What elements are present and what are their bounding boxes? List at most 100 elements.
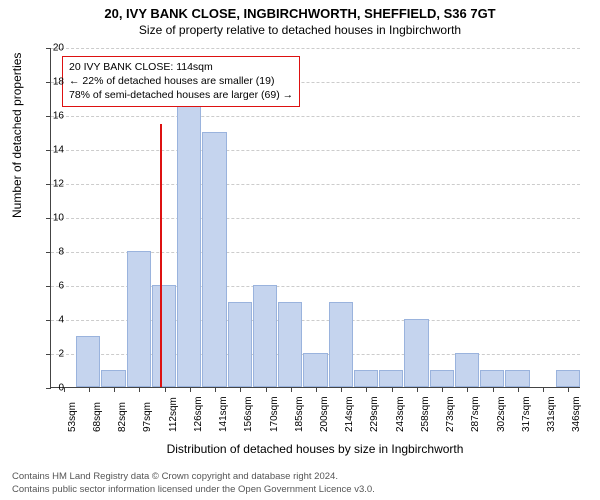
x-axis-label: Distribution of detached houses by size … xyxy=(50,442,580,456)
xtick-label: 53sqm xyxy=(67,402,78,432)
xtick-mark xyxy=(568,387,569,392)
attribution: Contains HM Land Registry data © Crown c… xyxy=(12,471,375,496)
page-subtitle: Size of property relative to detached ho… xyxy=(0,21,600,37)
infobox-line2: ← 22% of detached houses are smaller (19… xyxy=(69,74,293,88)
xtick-label: 112sqm xyxy=(168,397,179,432)
xtick-mark xyxy=(543,387,544,392)
bar xyxy=(253,285,277,387)
xtick-mark xyxy=(518,387,519,392)
bar xyxy=(455,353,479,387)
xtick-mark xyxy=(114,387,115,392)
ytick-label: 20 xyxy=(53,43,64,54)
bar xyxy=(303,353,327,387)
attribution-line1: Contains HM Land Registry data © Crown c… xyxy=(12,471,375,483)
xtick-mark xyxy=(316,387,317,392)
bar xyxy=(228,302,252,387)
bar xyxy=(430,370,454,387)
bar xyxy=(505,370,529,387)
xtick-label: 156sqm xyxy=(243,396,254,432)
attribution-line2: Contains public sector information licen… xyxy=(12,484,375,496)
ytick-mark xyxy=(46,48,51,49)
bar xyxy=(152,285,176,387)
xtick-mark xyxy=(417,387,418,392)
infobox-line3: 78% of semi-detached houses are larger (… xyxy=(69,88,293,102)
xtick-label: 68sqm xyxy=(92,402,103,432)
xtick-label: 243sqm xyxy=(395,396,406,432)
xtick-mark xyxy=(165,387,166,392)
xtick-label: 287sqm xyxy=(470,396,481,432)
histogram: 53sqm68sqm82sqm97sqm112sqm126sqm141sqm15… xyxy=(50,48,580,388)
bar xyxy=(76,336,100,387)
ytick-mark xyxy=(46,184,51,185)
bar xyxy=(354,370,378,387)
bar xyxy=(329,302,353,387)
xtick-mark xyxy=(240,387,241,392)
ytick-label: 4 xyxy=(58,315,64,326)
ytick-mark xyxy=(46,252,51,253)
xtick-mark xyxy=(493,387,494,392)
ytick-mark xyxy=(46,286,51,287)
xtick-label: 302sqm xyxy=(496,396,507,432)
bar xyxy=(177,98,201,387)
xtick-label: 126sqm xyxy=(193,396,204,432)
ytick-label: 0 xyxy=(58,383,64,394)
ytick-mark xyxy=(46,116,51,117)
xtick-mark xyxy=(341,387,342,392)
xtick-mark xyxy=(291,387,292,392)
xtick-label: 82sqm xyxy=(117,402,128,432)
xtick-mark xyxy=(139,387,140,392)
bar xyxy=(278,302,302,387)
gridline xyxy=(51,48,580,49)
y-axis-label: Number of detached properties xyxy=(10,53,24,218)
bar xyxy=(379,370,403,387)
xtick-label: 170sqm xyxy=(269,396,280,432)
xtick-mark xyxy=(266,387,267,392)
gridline xyxy=(51,150,580,151)
ytick-mark xyxy=(46,320,51,321)
page-title: 20, IVY BANK CLOSE, INGBIRCHWORTH, SHEFF… xyxy=(0,0,600,21)
xtick-label: 97sqm xyxy=(142,402,153,432)
bar xyxy=(556,370,580,387)
xtick-mark xyxy=(442,387,443,392)
ytick-label: 18 xyxy=(53,77,64,88)
ytick-label: 8 xyxy=(58,247,64,258)
xtick-label: 141sqm xyxy=(218,396,229,432)
ytick-mark xyxy=(46,388,51,389)
ytick-label: 14 xyxy=(53,145,64,156)
xtick-label: 346sqm xyxy=(571,396,582,432)
xtick-label: 331sqm xyxy=(546,396,557,432)
bar xyxy=(101,370,125,387)
xtick-label: 317sqm xyxy=(521,396,532,432)
ytick-label: 2 xyxy=(58,349,64,360)
xtick-label: 229sqm xyxy=(369,396,380,432)
xtick-label: 185sqm xyxy=(294,396,305,432)
xtick-label: 214sqm xyxy=(344,396,355,432)
ytick-label: 10 xyxy=(53,213,64,224)
annotation-box: 20 IVY BANK CLOSE: 114sqm ← 22% of detac… xyxy=(62,56,300,107)
ytick-mark xyxy=(46,218,51,219)
xtick-mark xyxy=(215,387,216,392)
xtick-mark xyxy=(89,387,90,392)
gridline xyxy=(51,218,580,219)
xtick-label: 273sqm xyxy=(445,396,456,432)
bar xyxy=(127,251,151,387)
infobox-line1: 20 IVY BANK CLOSE: 114sqm xyxy=(69,60,293,74)
gridline xyxy=(51,116,580,117)
ytick-label: 6 xyxy=(58,281,64,292)
ytick-label: 16 xyxy=(53,111,64,122)
bar xyxy=(480,370,504,387)
bar xyxy=(404,319,428,387)
gridline xyxy=(51,184,580,185)
xtick-mark xyxy=(190,387,191,392)
xtick-mark xyxy=(392,387,393,392)
xtick-label: 200sqm xyxy=(319,396,330,432)
ytick-label: 12 xyxy=(53,179,64,190)
marker-line xyxy=(160,124,162,388)
xtick-mark xyxy=(366,387,367,392)
ytick-mark xyxy=(46,354,51,355)
ytick-mark xyxy=(46,82,51,83)
bar xyxy=(202,132,226,387)
xtick-mark xyxy=(467,387,468,392)
xtick-label: 258sqm xyxy=(420,396,431,432)
ytick-mark xyxy=(46,150,51,151)
